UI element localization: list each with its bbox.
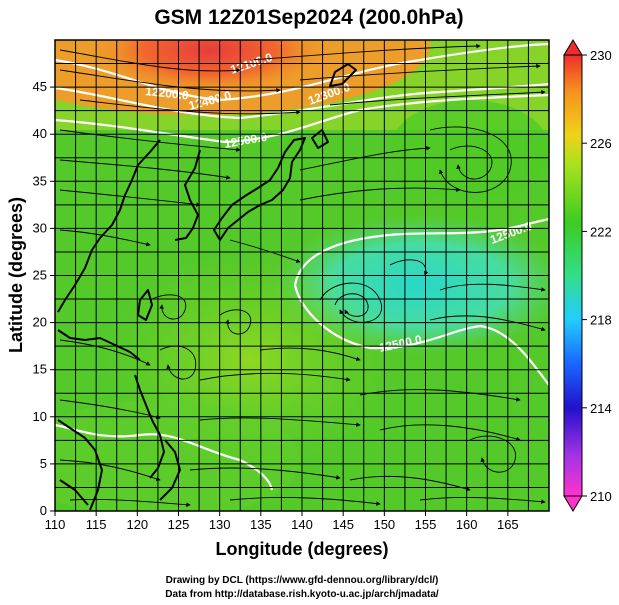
streamline	[259, 347, 361, 361]
y-tick-label: 10	[33, 409, 47, 424]
streamline	[59, 229, 151, 247]
y-tick-label: 45	[33, 79, 47, 94]
credit-data-source: Data from http://database.rish.kyoto-u.a…	[165, 589, 439, 600]
y-axis-ticks: 0 5 10 15 20 25 30 35 40 45	[33, 79, 55, 518]
colorbar-tick-label: 226	[590, 136, 612, 151]
streamline	[59, 189, 201, 207]
coast-luzon	[134, 374, 165, 479]
y-axis-label: Latitude (degrees)	[6, 197, 26, 353]
colorbar-bottom-arrow	[563, 495, 583, 512]
streamline-vortex	[319, 282, 383, 323]
streamline	[59, 339, 151, 366]
x-tick-label: 160	[456, 517, 478, 532]
streamline	[69, 499, 191, 507]
x-tick-label: 140	[291, 517, 313, 532]
coast-hokkaido	[311, 129, 329, 149]
y-tick-label: 15	[33, 362, 47, 377]
streamline-vortex	[149, 294, 187, 320]
x-tick-label: 115	[86, 517, 107, 532]
streamline-vortex	[219, 309, 252, 335]
gridlines	[55, 40, 549, 511]
x-tick-label: 150	[373, 517, 395, 532]
colorbar-tick-label: 218	[590, 313, 612, 328]
coast-korea	[174, 149, 201, 241]
y-tick-label: 0	[40, 503, 47, 518]
contour-12500-west	[55, 423, 274, 491]
x-axis-ticks: 110 115 120 125 130 135 140 145 150 155 160 165	[45, 511, 519, 532]
x-tick-label: 155	[415, 517, 437, 532]
streamline-high	[429, 126, 512, 193]
streamline	[229, 497, 381, 506]
colorbar-top-arrow	[563, 39, 583, 56]
contour-12500-south	[293, 284, 549, 386]
coast-mindanao	[159, 439, 181, 501]
y-tick-label: 25	[33, 268, 47, 283]
streamlines	[59, 43, 546, 507]
streamline	[59, 399, 161, 420]
streamline-vortex	[469, 435, 516, 473]
credit-drawing: Drawing by DCL (https://www.gfd-dennou.o…	[166, 575, 439, 586]
colorbar: 210 214 218 222 226 230	[563, 39, 612, 512]
streamline	[229, 239, 301, 263]
coast-kurils	[329, 63, 357, 87]
field-warm-max	[90, 40, 330, 95]
streamline	[59, 129, 241, 152]
x-tick-label: 110	[45, 517, 66, 532]
streamline	[59, 159, 231, 180]
streamline	[199, 417, 361, 427]
colorbar-tick-label: 222	[590, 224, 612, 239]
y-tick-label: 35	[33, 173, 47, 188]
x-tick-label: 130	[209, 517, 231, 532]
contour-12300	[55, 93, 549, 144]
coast-indochina	[57, 419, 103, 511]
y-tick-label: 5	[40, 456, 47, 471]
colorbar-ticks: 210 214 218 222 226 230	[582, 48, 612, 504]
y-tick-label: 30	[33, 220, 47, 235]
field-south-green	[55, 400, 300, 511]
x-tick-label: 125	[168, 517, 190, 532]
coast-china-north	[57, 139, 161, 313]
coast-china-south	[57, 329, 141, 361]
chart-title: GSM 12Z01Sep2024 (200.0hPa)	[154, 6, 463, 29]
y-tick-label: 20	[33, 315, 47, 330]
colorbar-tick-label: 230	[590, 48, 612, 63]
streamline-high	[449, 145, 493, 180]
coast-borneo	[59, 479, 89, 506]
x-tick-label: 135	[250, 517, 272, 532]
streamline	[79, 99, 301, 115]
streamline	[59, 459, 161, 481]
streamline	[59, 69, 281, 93]
streamline	[359, 389, 521, 402]
plot-area: 12100.0 12200.0 12300.0 12400.0 12500.0 …	[55, 40, 549, 511]
field-green-high	[390, 100, 549, 200]
colorbar-tick-label: 210	[590, 489, 612, 504]
x-tick-label: 120	[126, 517, 148, 532]
streamline	[299, 145, 431, 171]
streamline	[59, 49, 241, 73]
colorbar-tick-label: 214	[590, 401, 612, 416]
contour-12500-north	[293, 217, 549, 286]
streamline	[299, 63, 541, 81]
coast-taiwan	[137, 289, 153, 321]
x-tick-label: 145	[332, 517, 354, 532]
streamline	[429, 315, 546, 332]
streamline	[249, 43, 481, 61]
streamline	[199, 372, 351, 382]
streamline	[299, 187, 461, 201]
y-tick-label: 40	[33, 126, 47, 141]
streamline	[329, 89, 546, 106]
streamline	[439, 283, 546, 292]
x-axis-label: Longitude (degrees)	[215, 539, 388, 559]
streamline	[419, 496, 546, 504]
colorbar-scale	[563, 54, 583, 497]
x-tick-label: 165	[497, 517, 519, 532]
